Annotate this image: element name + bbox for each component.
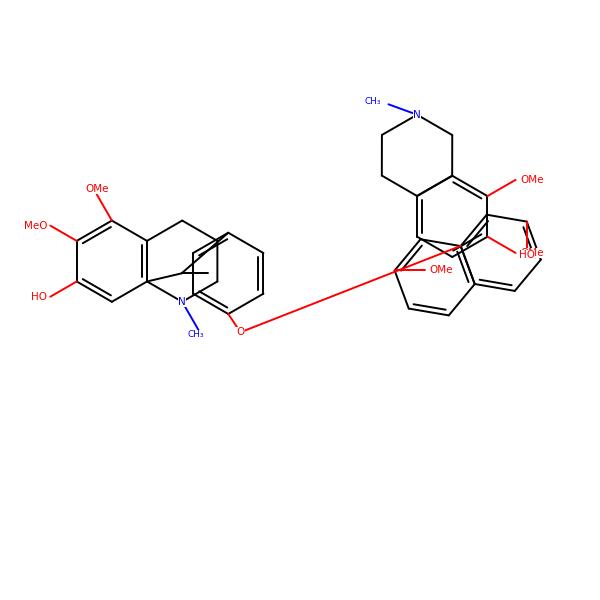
Text: OMe: OMe <box>85 184 109 194</box>
Text: CH₃: CH₃ <box>365 97 382 106</box>
Text: N: N <box>413 110 421 120</box>
Text: OMe: OMe <box>520 175 544 185</box>
Text: CH₃: CH₃ <box>187 329 204 338</box>
Text: HO: HO <box>31 292 47 302</box>
Text: HO: HO <box>519 250 535 260</box>
Text: O: O <box>236 327 245 337</box>
Text: N: N <box>178 297 186 307</box>
Text: OMe: OMe <box>520 248 544 258</box>
Text: MeO: MeO <box>24 221 47 230</box>
Text: OMe: OMe <box>430 265 454 275</box>
